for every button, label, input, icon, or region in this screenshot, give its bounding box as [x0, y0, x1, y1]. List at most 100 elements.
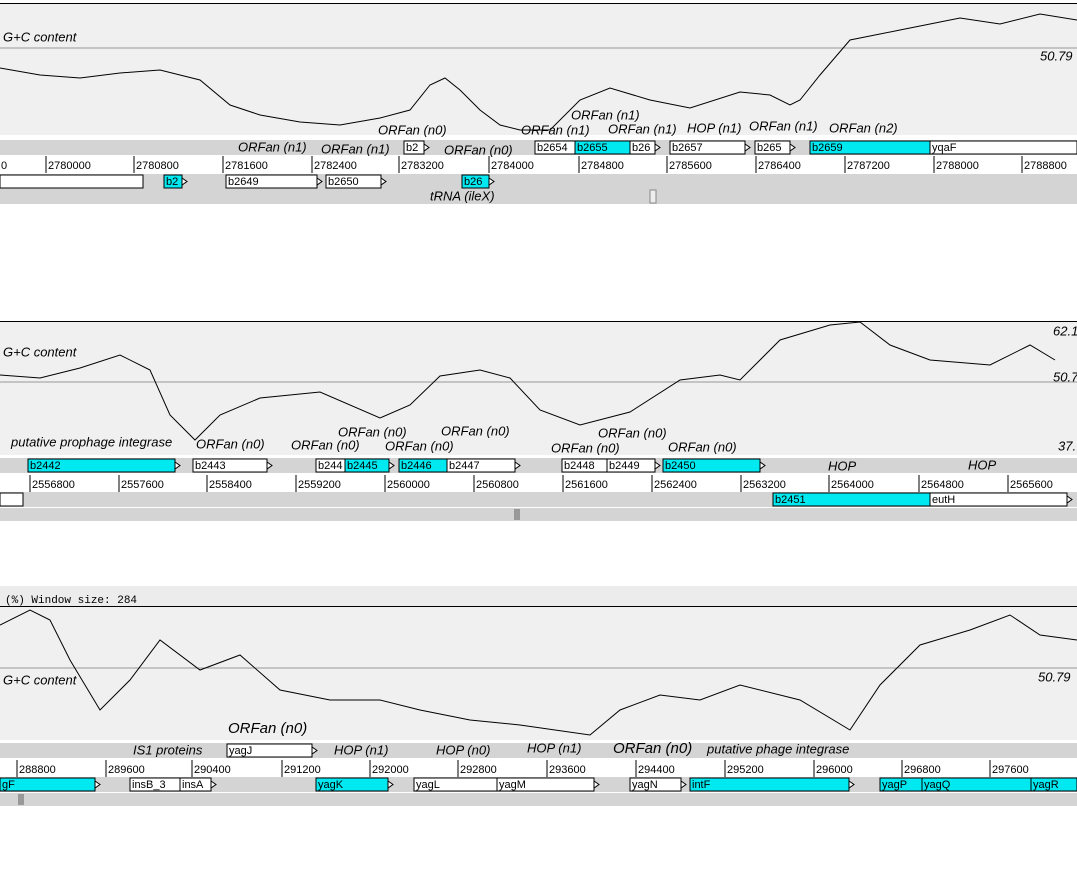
ruler-label: 292800	[460, 764, 497, 776]
ruler-label: 291200	[284, 764, 321, 776]
gc-plot-bg	[0, 321, 1077, 455]
track-label: tRNA (ileX)	[430, 188, 495, 203]
ruler-label: 295200	[727, 764, 764, 776]
gc-curve	[0, 609, 1077, 736]
ruler-label: 2557600	[121, 479, 164, 491]
gene-label: b2450	[665, 460, 696, 472]
gc-plot-bg	[0, 606, 1077, 740]
ruler-label: 2788800	[1024, 160, 1067, 172]
annotation: IS1 proteins	[133, 742, 203, 757]
gene-arrow	[488, 177, 495, 186]
gene-label: yagQ	[924, 779, 951, 791]
annotation: ORFan (n0)	[228, 720, 307, 737]
gene-label: intF	[692, 779, 711, 791]
gene-label: yagP	[882, 779, 907, 791]
gene-label: b2657	[672, 142, 703, 154]
ruler-label: 2784800	[581, 160, 624, 172]
gene-arrow	[94, 780, 101, 789]
gene-label: b244	[318, 460, 342, 472]
gene-label: yagK	[318, 779, 344, 791]
annotation: ORFan (n0)	[441, 423, 510, 438]
ruler-label: 2784000	[491, 160, 534, 172]
gene-arrow	[654, 143, 661, 152]
gene-label: b2655	[577, 142, 608, 154]
ruler-label: 2558400	[209, 479, 252, 491]
scale-label: 50.79	[1040, 48, 1073, 63]
scale-label: 62.1	[1053, 323, 1077, 338]
gene-arrow	[387, 780, 394, 789]
gene-arrow	[744, 143, 751, 152]
annotation: ORFan (n0)	[444, 142, 513, 157]
gene-arrow	[266, 461, 273, 470]
scrollbar	[0, 793, 1077, 806]
gc-label: G+C content	[3, 672, 78, 687]
ruler-label: 2788000	[936, 160, 979, 172]
scale-label: 50.79	[1038, 669, 1071, 684]
annotation: HOP (n0)	[436, 742, 490, 757]
scale-label: 37.	[1058, 438, 1076, 453]
annotation: ORFan (n0)	[291, 437, 360, 452]
gene-label: b2442	[30, 460, 61, 472]
annotation: ORFan (n0)	[338, 424, 407, 439]
ruler-label: 296000	[816, 764, 853, 776]
ruler-label: 2782400	[314, 160, 357, 172]
panel-3: (%) Window size: 284 G+C content 50.79 ORFa…	[0, 586, 1077, 806]
gene-arrow	[654, 461, 661, 470]
ruler-label: 290400	[194, 764, 231, 776]
ruler-label: 297600	[992, 764, 1029, 776]
ruler-label: 2786400	[758, 160, 801, 172]
ruler-label: 2780800	[136, 160, 179, 172]
gene-label: b2443	[195, 460, 226, 472]
scale-label: 50.7	[1053, 369, 1077, 384]
gc-curve	[0, 13, 1077, 131]
gene-label: gF	[2, 779, 15, 791]
gene-arrow	[388, 461, 395, 470]
gene-arrow	[380, 177, 387, 186]
annotation: ORFan (n0)	[551, 440, 620, 455]
annotation: HOP	[828, 458, 857, 473]
gene-label: yagL	[416, 779, 440, 791]
gene-label: b26	[632, 142, 650, 154]
scroll-thumb[interactable]	[649, 189, 657, 204]
gc-label: G+C content	[3, 29, 78, 44]
scroll-thumb[interactable]	[18, 794, 24, 805]
gene-label: b2449	[609, 460, 640, 472]
ruler-label: 2559200	[298, 479, 341, 491]
ruler-label: 2564800	[921, 479, 964, 491]
gc-curve	[0, 321, 1056, 441]
ruler-label: 2556800	[32, 479, 75, 491]
gene-label: insA	[182, 779, 204, 791]
gene-label: b2654	[537, 142, 568, 154]
gene-arrow	[789, 143, 796, 152]
gc-label: G+C content	[3, 344, 78, 359]
scrollbar	[0, 508, 1077, 521]
gc-plot-bg	[0, 3, 1077, 135]
annotation: ORFan (n0)	[598, 425, 667, 440]
gene-arrow	[311, 746, 318, 755]
gene-label: yagR	[1033, 779, 1059, 791]
gene-box	[689, 777, 850, 792]
gene-label: yagN	[632, 779, 658, 791]
gene-label: b2451	[775, 494, 806, 506]
ruler-label: 2564000	[831, 479, 874, 491]
ruler-label: 2780000	[48, 160, 91, 172]
annotation: ORFan (n2)	[829, 120, 898, 135]
annotation: ORFan (n1)	[521, 122, 590, 137]
annotation: ORFan (n0)	[378, 122, 447, 137]
ruler-label: 0	[1, 160, 7, 172]
gene-box	[0, 174, 144, 189]
gene-arrow	[1066, 495, 1073, 504]
gene-arrow	[174, 461, 181, 470]
gene-label: b2445	[347, 460, 378, 472]
annotation: ORFan (n0)	[196, 436, 265, 451]
ruler-label: 2562400	[654, 479, 697, 491]
ruler-label: 2785600	[669, 160, 712, 172]
ruler-label: 2783200	[401, 160, 444, 172]
gene-label: b26	[464, 176, 482, 188]
annotation: putative phage integrase	[706, 741, 849, 756]
ruler-label: 292000	[372, 764, 409, 776]
ruler	[0, 156, 1077, 173]
scroll-thumb[interactable]	[514, 509, 520, 520]
gene-row	[0, 458, 1077, 473]
